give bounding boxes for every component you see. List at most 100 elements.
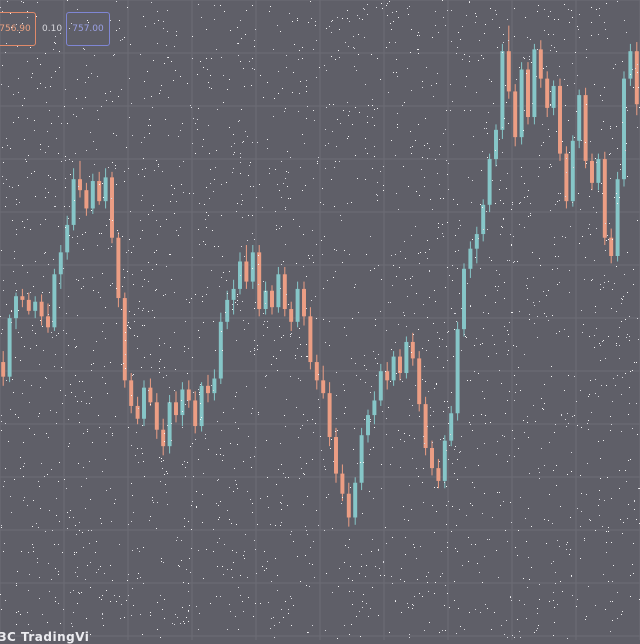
candle[interactable] <box>558 78 562 161</box>
candle[interactable] <box>321 365 326 399</box>
candle[interactable] <box>308 307 313 370</box>
candle[interactable] <box>314 354 319 390</box>
candle[interactable] <box>295 281 300 328</box>
candle[interactable] <box>58 245 63 289</box>
candle[interactable] <box>391 351 396 386</box>
candle[interactable] <box>622 71 626 187</box>
candle[interactable] <box>442 435 447 489</box>
candle[interactable] <box>500 43 505 139</box>
candle[interactable] <box>634 42 639 116</box>
candle[interactable] <box>129 373 134 414</box>
candle[interactable] <box>218 312 223 384</box>
candle[interactable] <box>26 292 31 315</box>
candle[interactable] <box>410 332 415 366</box>
candle[interactable] <box>506 25 511 99</box>
candle[interactable] <box>270 285 274 315</box>
candle[interactable] <box>340 464 345 502</box>
candle[interactable] <box>97 171 102 205</box>
candle[interactable] <box>526 62 530 125</box>
candle[interactable] <box>238 252 242 295</box>
candle[interactable] <box>212 369 217 401</box>
candle[interactable] <box>231 279 236 315</box>
candle[interactable] <box>519 62 524 145</box>
candle[interactable] <box>302 281 306 326</box>
candle[interactable] <box>180 382 185 427</box>
candle[interactable] <box>590 153 594 191</box>
candle[interactable] <box>46 303 50 333</box>
candle[interactable] <box>289 301 294 331</box>
candle[interactable] <box>39 294 44 326</box>
candle[interactable] <box>263 281 268 315</box>
candle[interactable] <box>193 391 198 434</box>
candle[interactable] <box>7 314 12 383</box>
candle[interactable] <box>378 363 383 406</box>
candle[interactable] <box>14 292 18 330</box>
candle[interactable] <box>353 477 358 525</box>
candle[interactable] <box>449 405 454 447</box>
candle[interactable] <box>487 153 492 213</box>
candle[interactable] <box>282 266 287 317</box>
candle[interactable] <box>154 393 159 439</box>
candle[interactable] <box>327 382 332 447</box>
candle[interactable] <box>538 40 543 88</box>
candle[interactable] <box>225 290 230 330</box>
candle[interactable] <box>167 394 172 454</box>
candle[interactable] <box>474 226 479 264</box>
candle[interactable] <box>334 427 338 483</box>
candle[interactable] <box>346 482 351 527</box>
candle[interactable] <box>570 135 575 207</box>
candle[interactable] <box>366 409 370 443</box>
candle[interactable] <box>257 245 262 317</box>
candle[interactable] <box>577 89 582 149</box>
sell-price-box[interactable]: 756.90 <box>0 12 36 46</box>
candle[interactable] <box>583 87 588 169</box>
candle[interactable] <box>602 151 607 246</box>
candle[interactable] <box>615 171 620 262</box>
candle[interactable] <box>532 43 537 125</box>
candle[interactable] <box>161 418 166 456</box>
candle[interactable] <box>148 378 153 406</box>
candle[interactable] <box>545 71 550 118</box>
candle[interactable] <box>33 296 38 319</box>
candle[interactable] <box>116 232 121 308</box>
candle[interactable] <box>462 263 466 337</box>
candle[interactable] <box>84 182 89 216</box>
candle[interactable] <box>551 80 556 116</box>
candle[interactable] <box>398 349 402 381</box>
candle[interactable] <box>564 146 569 209</box>
candle[interactable] <box>596 153 601 191</box>
candle[interactable] <box>1 351 6 386</box>
candle[interactable] <box>436 458 441 489</box>
candle[interactable] <box>52 268 57 331</box>
candle[interactable] <box>199 382 204 432</box>
candle[interactable] <box>71 168 76 231</box>
candle[interactable] <box>385 362 390 390</box>
candle[interactable] <box>276 266 281 313</box>
candle[interactable] <box>20 288 25 308</box>
candle[interactable] <box>142 380 146 427</box>
candle[interactable] <box>417 351 422 412</box>
candle[interactable] <box>372 391 377 425</box>
candle[interactable] <box>174 391 178 423</box>
candle[interactable] <box>359 427 364 491</box>
candle[interactable] <box>110 171 114 244</box>
candle[interactable] <box>103 168 108 209</box>
candle[interactable] <box>423 396 428 456</box>
candle[interactable] <box>468 241 473 278</box>
candle[interactable] <box>628 43 633 86</box>
candle[interactable] <box>122 292 127 388</box>
candle[interactable] <box>513 84 518 147</box>
candle[interactable] <box>494 124 498 167</box>
candle[interactable] <box>65 215 70 260</box>
candle[interactable] <box>90 173 95 214</box>
buy-price-box[interactable]: 757.00 <box>66 12 110 46</box>
candle[interactable] <box>135 396 140 425</box>
candle[interactable] <box>78 160 82 198</box>
candle[interactable] <box>206 374 210 403</box>
candle[interactable] <box>250 245 255 289</box>
candle[interactable] <box>404 336 409 379</box>
candle[interactable] <box>481 199 486 242</box>
candle[interactable] <box>186 380 191 408</box>
